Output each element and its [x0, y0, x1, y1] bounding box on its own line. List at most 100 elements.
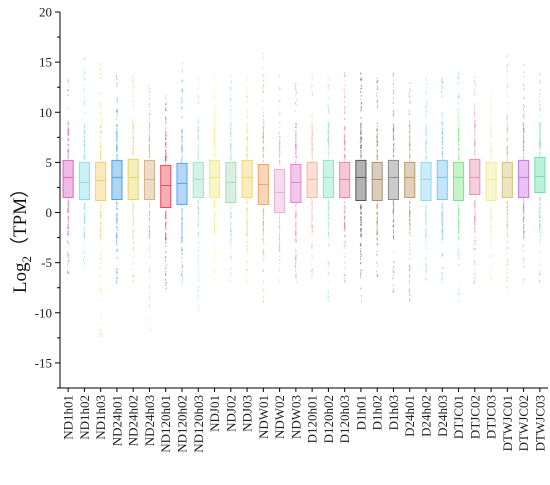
outlier-point [132, 141, 134, 144]
outlier-point [442, 158, 444, 161]
outlier-point [409, 231, 411, 234]
outlier-point [474, 280, 476, 282]
outlier-point [116, 273, 118, 276]
outlier-point [311, 213, 313, 215]
outlier-point [246, 124, 248, 127]
x-category-label: DTJC02 [467, 395, 482, 439]
box-iqr [78, 161, 90, 200]
outlier-point [392, 154, 394, 157]
outlier-point [246, 215, 248, 218]
outlier-point [197, 308, 199, 311]
outlier-point [67, 200, 69, 203]
outlier-point [490, 215, 492, 218]
outlier-point [327, 205, 329, 208]
outlier-point [441, 275, 443, 277]
outlier-point [425, 270, 427, 272]
outlier-point [409, 234, 411, 237]
outlier-point [441, 91, 443, 93]
outlier-point [262, 75, 264, 78]
outlier-point [506, 224, 508, 227]
outlier-point [425, 217, 427, 220]
outlier-point [490, 268, 492, 270]
outlier-point [376, 133, 378, 136]
outlier-point [458, 124, 460, 126]
outlier-point [425, 122, 427, 124]
outlier-point [360, 229, 362, 232]
outlier-point [295, 138, 297, 140]
outlier-point [84, 104, 86, 106]
outlier-point [425, 213, 427, 216]
outlier-point [442, 121, 444, 123]
outlier-point [197, 246, 199, 248]
outlier-point [327, 224, 329, 227]
outlier-point [262, 90, 264, 92]
outlier-point [279, 153, 281, 155]
outlier-point [393, 266, 395, 268]
outlier-point [506, 149, 508, 152]
outlier-point [328, 244, 330, 247]
outlier-point [409, 223, 411, 226]
outlier-point [409, 218, 411, 220]
outlier-point [230, 108, 232, 110]
outlier-point [376, 95, 378, 97]
outlier-point [197, 225, 199, 228]
outlier-point [392, 207, 394, 209]
outlier-point [424, 214, 426, 216]
outlier-point [441, 205, 443, 208]
outlier-point [132, 88, 134, 91]
outlier-point [328, 235, 330, 238]
outlier-point [441, 238, 443, 241]
outlier-point [506, 232, 508, 235]
outlier-point [344, 235, 346, 238]
outlier-point [523, 207, 525, 210]
outlier-point [409, 266, 411, 269]
outlier-point [148, 97, 150, 100]
outlier-point [262, 149, 264, 152]
outlier-point [100, 145, 102, 148]
outlier-point [474, 144, 476, 147]
outlier-point [360, 116, 362, 119]
outlier-point [360, 109, 362, 112]
outlier-point [393, 268, 395, 271]
outlier-point [376, 137, 378, 139]
outlier-point [392, 98, 394, 100]
outlier-point [458, 217, 460, 220]
outlier-point [425, 155, 427, 158]
outlier-point [425, 209, 427, 212]
outlier-point [214, 204, 216, 206]
outlier-point [84, 218, 86, 220]
outlier-point [279, 151, 281, 154]
outlier-point [539, 210, 541, 213]
outlier-point [197, 76, 199, 79]
outlier-point [181, 215, 183, 217]
outlier-point [393, 86, 395, 88]
box-iqr [469, 158, 481, 195]
outlier-point [474, 273, 476, 275]
outlier-point [246, 231, 248, 234]
outlier-point [376, 270, 378, 273]
outlier-point [230, 147, 232, 150]
outlier-point [148, 90, 150, 93]
outlier-point [116, 282, 118, 284]
outlier-point [295, 276, 297, 279]
outlier-point [116, 219, 118, 221]
outlier-point [506, 91, 508, 94]
outlier-point [295, 203, 297, 206]
outlier-point [67, 198, 69, 200]
outlier-point [99, 63, 101, 66]
outlier-point [506, 56, 508, 58]
outlier-point [458, 229, 460, 231]
outlier-point [165, 141, 167, 143]
outlier-point [83, 207, 85, 210]
outlier-point [197, 221, 199, 224]
outlier-point [425, 150, 427, 153]
outlier-point [474, 211, 476, 214]
outlier-point [311, 243, 313, 246]
outlier-point [83, 261, 85, 264]
outlier-point [246, 235, 248, 237]
outlier-point [246, 229, 248, 232]
outlier-point [311, 208, 313, 210]
boxes-layer [62, 52, 546, 343]
box-iqr [501, 161, 513, 198]
outlier-point [295, 212, 297, 215]
